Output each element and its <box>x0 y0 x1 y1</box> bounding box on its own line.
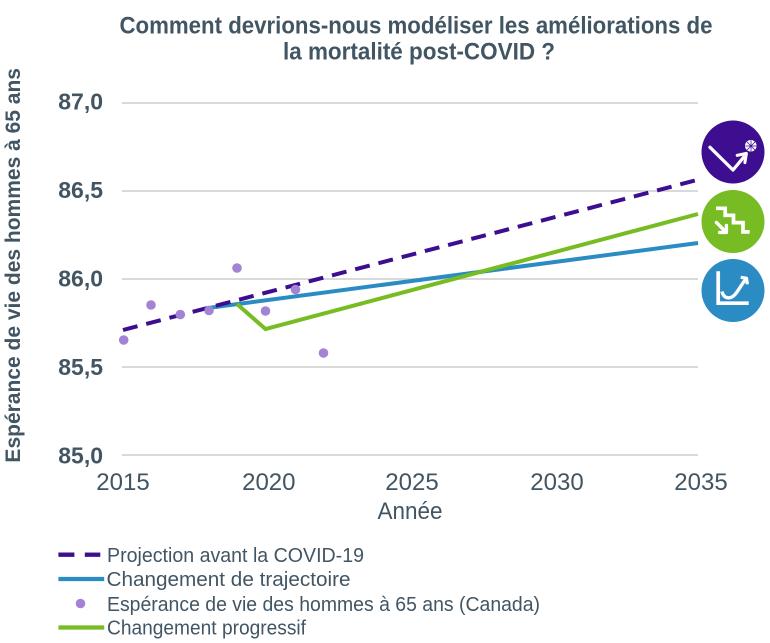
svg-text:Changement de trajectoire: Changement de trajectoire <box>107 569 351 591</box>
svg-text:Année: Année <box>378 498 443 525</box>
svg-text:Changement progressif: Changement progressif <box>107 618 306 640</box>
svg-text:Espérance de vie des hommes à: Espérance de vie des hommes à 65 ans (Ca… <box>107 594 540 616</box>
svg-text:86,0: 86,0 <box>58 266 103 292</box>
svg-text:2025: 2025 <box>385 469 438 496</box>
svg-text:la mortalité post-COVID ?: la mortalité post-COVID ? <box>283 39 555 66</box>
svg-text:85,5: 85,5 <box>58 354 103 380</box>
svg-text:2035: 2035 <box>674 469 727 496</box>
svg-text:86,5: 86,5 <box>58 177 103 203</box>
svg-text:Projection avant la COVID-19: Projection avant la COVID-19 <box>107 545 364 567</box>
svg-text:2015: 2015 <box>96 469 149 496</box>
svg-text:85,0: 85,0 <box>58 443 103 469</box>
svg-text:87,0: 87,0 <box>58 88 103 114</box>
svg-text:2020: 2020 <box>242 469 295 496</box>
svg-text:Comment devrions-nous modélise: Comment devrions-nous modéliser les amél… <box>120 13 713 40</box>
svg-text:Espérance de vie des hommes à: Espérance de vie des hommes à 65 ans <box>2 68 25 463</box>
svg-text:2030: 2030 <box>530 469 583 496</box>
